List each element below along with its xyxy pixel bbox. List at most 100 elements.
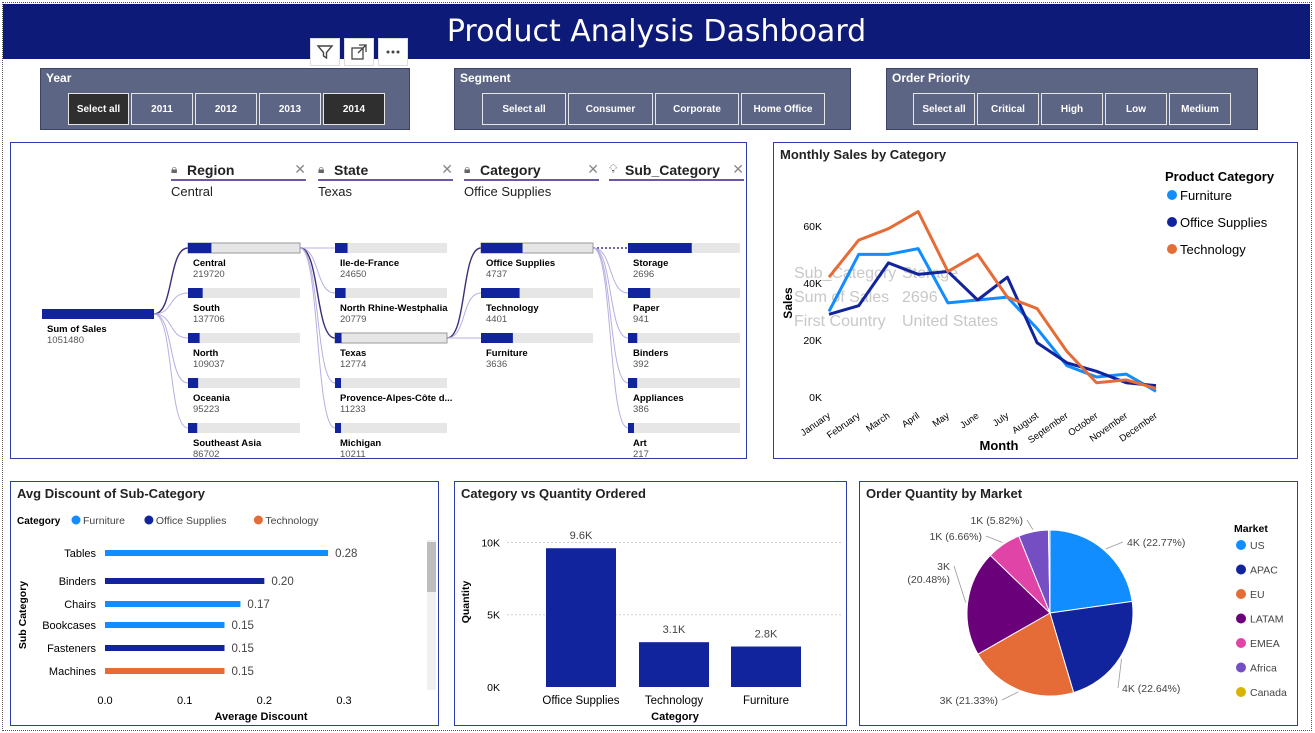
dt-connector — [153, 313, 189, 429]
segment-option-home-office[interactable]: Home Office — [741, 93, 825, 125]
filter-icon[interactable] — [310, 38, 340, 66]
x-tick-label: July — [991, 410, 1011, 429]
segment-option-select-all[interactable]: Select all — [482, 93, 566, 125]
dt-bar — [481, 288, 520, 298]
discount-bar — [105, 578, 265, 584]
category-quantity-chart-title: Category vs Quantity Ordered — [461, 486, 646, 501]
lock-icon: 🔒︎ — [318, 162, 325, 176]
year-option-select-all[interactable]: Select all — [68, 93, 129, 125]
segment-option-corporate[interactable]: Corporate — [655, 93, 739, 125]
dt-level-category-header: 🔒︎ Category ✕ — [464, 161, 599, 181]
legend-marker — [1236, 687, 1246, 697]
legend-title: Product Category — [1165, 169, 1275, 184]
category-label: Binders — [59, 576, 97, 588]
dt-bar — [335, 243, 348, 253]
x-tick-label: 0.0 — [97, 695, 112, 707]
year-option-2014[interactable]: 2014 — [323, 93, 385, 125]
data-label: 0.15 — [232, 643, 254, 655]
focus-mode-icon[interactable] — [344, 38, 374, 66]
legend-marker — [1236, 613, 1246, 624]
close-icon[interactable]: ✕ — [587, 161, 599, 177]
dt-connector — [299, 247, 336, 429]
dt-root-value: 1051480 — [47, 335, 84, 346]
legend-label: APAC — [1250, 565, 1278, 577]
legend-label: Office Supplies — [1180, 215, 1268, 230]
dt-bar-bg — [335, 378, 447, 388]
legend-label: Office Supplies — [156, 515, 226, 527]
dt-level-region: 🔒︎ Region ✕ Central — [171, 161, 306, 199]
dt-connector — [446, 292, 482, 339]
legend-marker — [71, 515, 81, 525]
y-tick-label: 40K — [803, 278, 822, 290]
dt-bar-bg — [335, 423, 447, 433]
close-icon[interactable]: ✕ — [294, 161, 306, 177]
year-option-2011[interactable]: 2011 — [131, 93, 193, 125]
x-tick-label: March — [864, 410, 892, 434]
pie-slice-apac — [1049, 600, 1134, 694]
tooltip-key: Sub_Category — [794, 265, 896, 282]
dt-bar — [335, 333, 342, 343]
dt-node-label: North Rhine-Westphalia — [340, 303, 448, 314]
category-label: Chairs — [64, 599, 96, 611]
y-axis-label: Quantity — [460, 581, 472, 624]
year-option-2012[interactable]: 2012 — [195, 93, 257, 125]
dt-node-value: 4401 — [486, 314, 507, 325]
series-line-furniture — [827, 247, 1157, 393]
data-label: 0.17 — [247, 599, 269, 611]
year-slicer-buttons: Select all 2011 2012 2013 2014 — [68, 93, 385, 125]
legend-label: Technology — [1180, 242, 1246, 257]
dt-node-label: Storage — [633, 258, 668, 269]
dt-level-subcategory-name: Sub_Category — [625, 161, 720, 178]
x-tick-label: April — [900, 410, 922, 430]
priority-option-medium[interactable]: Medium — [1169, 93, 1231, 125]
year-option-2013[interactable]: 2013 — [259, 93, 321, 125]
segment-slicer-title: Segment — [460, 71, 511, 85]
dt-connector — [592, 247, 629, 294]
segment-option-consumer[interactable]: Consumer — [568, 93, 653, 125]
priority-option-low[interactable]: Low — [1105, 93, 1167, 125]
pie-leader-line — [1117, 658, 1122, 689]
dt-bar — [188, 333, 200, 343]
close-icon[interactable]: ✕ — [732, 161, 744, 177]
pie-data-label: 1K (5.82%) — [970, 515, 1023, 527]
dt-bar-bg — [335, 288, 447, 298]
legend-marker — [1236, 662, 1246, 673]
dt-node-label: Appliances — [633, 393, 684, 404]
legend-label: Canada — [1250, 687, 1287, 699]
lock-icon: 🔒︎ — [464, 162, 471, 176]
close-icon[interactable]: ✕ — [441, 161, 453, 177]
dt-bar — [481, 333, 513, 343]
dt-node-value: 20779 — [340, 314, 366, 325]
scrollbar-thumb — [427, 542, 436, 592]
dt-node-value: 2696 — [633, 269, 654, 280]
filter-icon-glyph — [316, 45, 334, 60]
pie-leader-line — [953, 565, 967, 603]
dt-connector — [592, 247, 629, 384]
avg-discount-chart-canvas: Category Furniture Office Supplies Technolo… — [17, 515, 436, 723]
dt-bar — [335, 423, 341, 433]
dt-bar-bg — [335, 243, 447, 253]
legend-label: EMEA — [1250, 638, 1280, 650]
dt-bar — [335, 378, 341, 388]
priority-option-critical[interactable]: Critical — [977, 93, 1039, 125]
priority-option-select-all[interactable]: Select all — [913, 93, 975, 125]
market-quantity-chart: Order Quantity by Market 4K (22.77%) 4K (… — [859, 481, 1298, 726]
dt-connector — [299, 247, 336, 294]
y-tick-label: 60K — [803, 221, 822, 233]
dt-bar — [481, 243, 523, 253]
dt-level-state-value: Texas — [318, 184, 352, 199]
segment-slicer: Segment Select all Consumer Corporate Ho… — [454, 68, 851, 130]
y-tick-label: 20K — [803, 335, 822, 347]
legend-marker — [1167, 217, 1177, 227]
dt-node-label: Art — [633, 438, 648, 449]
category-quantity-chart-canvas: 0K 5K 10K 9.6K Office Supplies 3.1K Technology… — [460, 530, 841, 723]
dt-bar — [188, 243, 212, 253]
legend-marker — [1167, 190, 1177, 200]
priority-option-high[interactable]: High — [1041, 93, 1103, 125]
more-options-icon[interactable] — [378, 38, 408, 66]
legend-title: Market — [1234, 523, 1268, 535]
dt-node-label: South — [193, 303, 220, 314]
